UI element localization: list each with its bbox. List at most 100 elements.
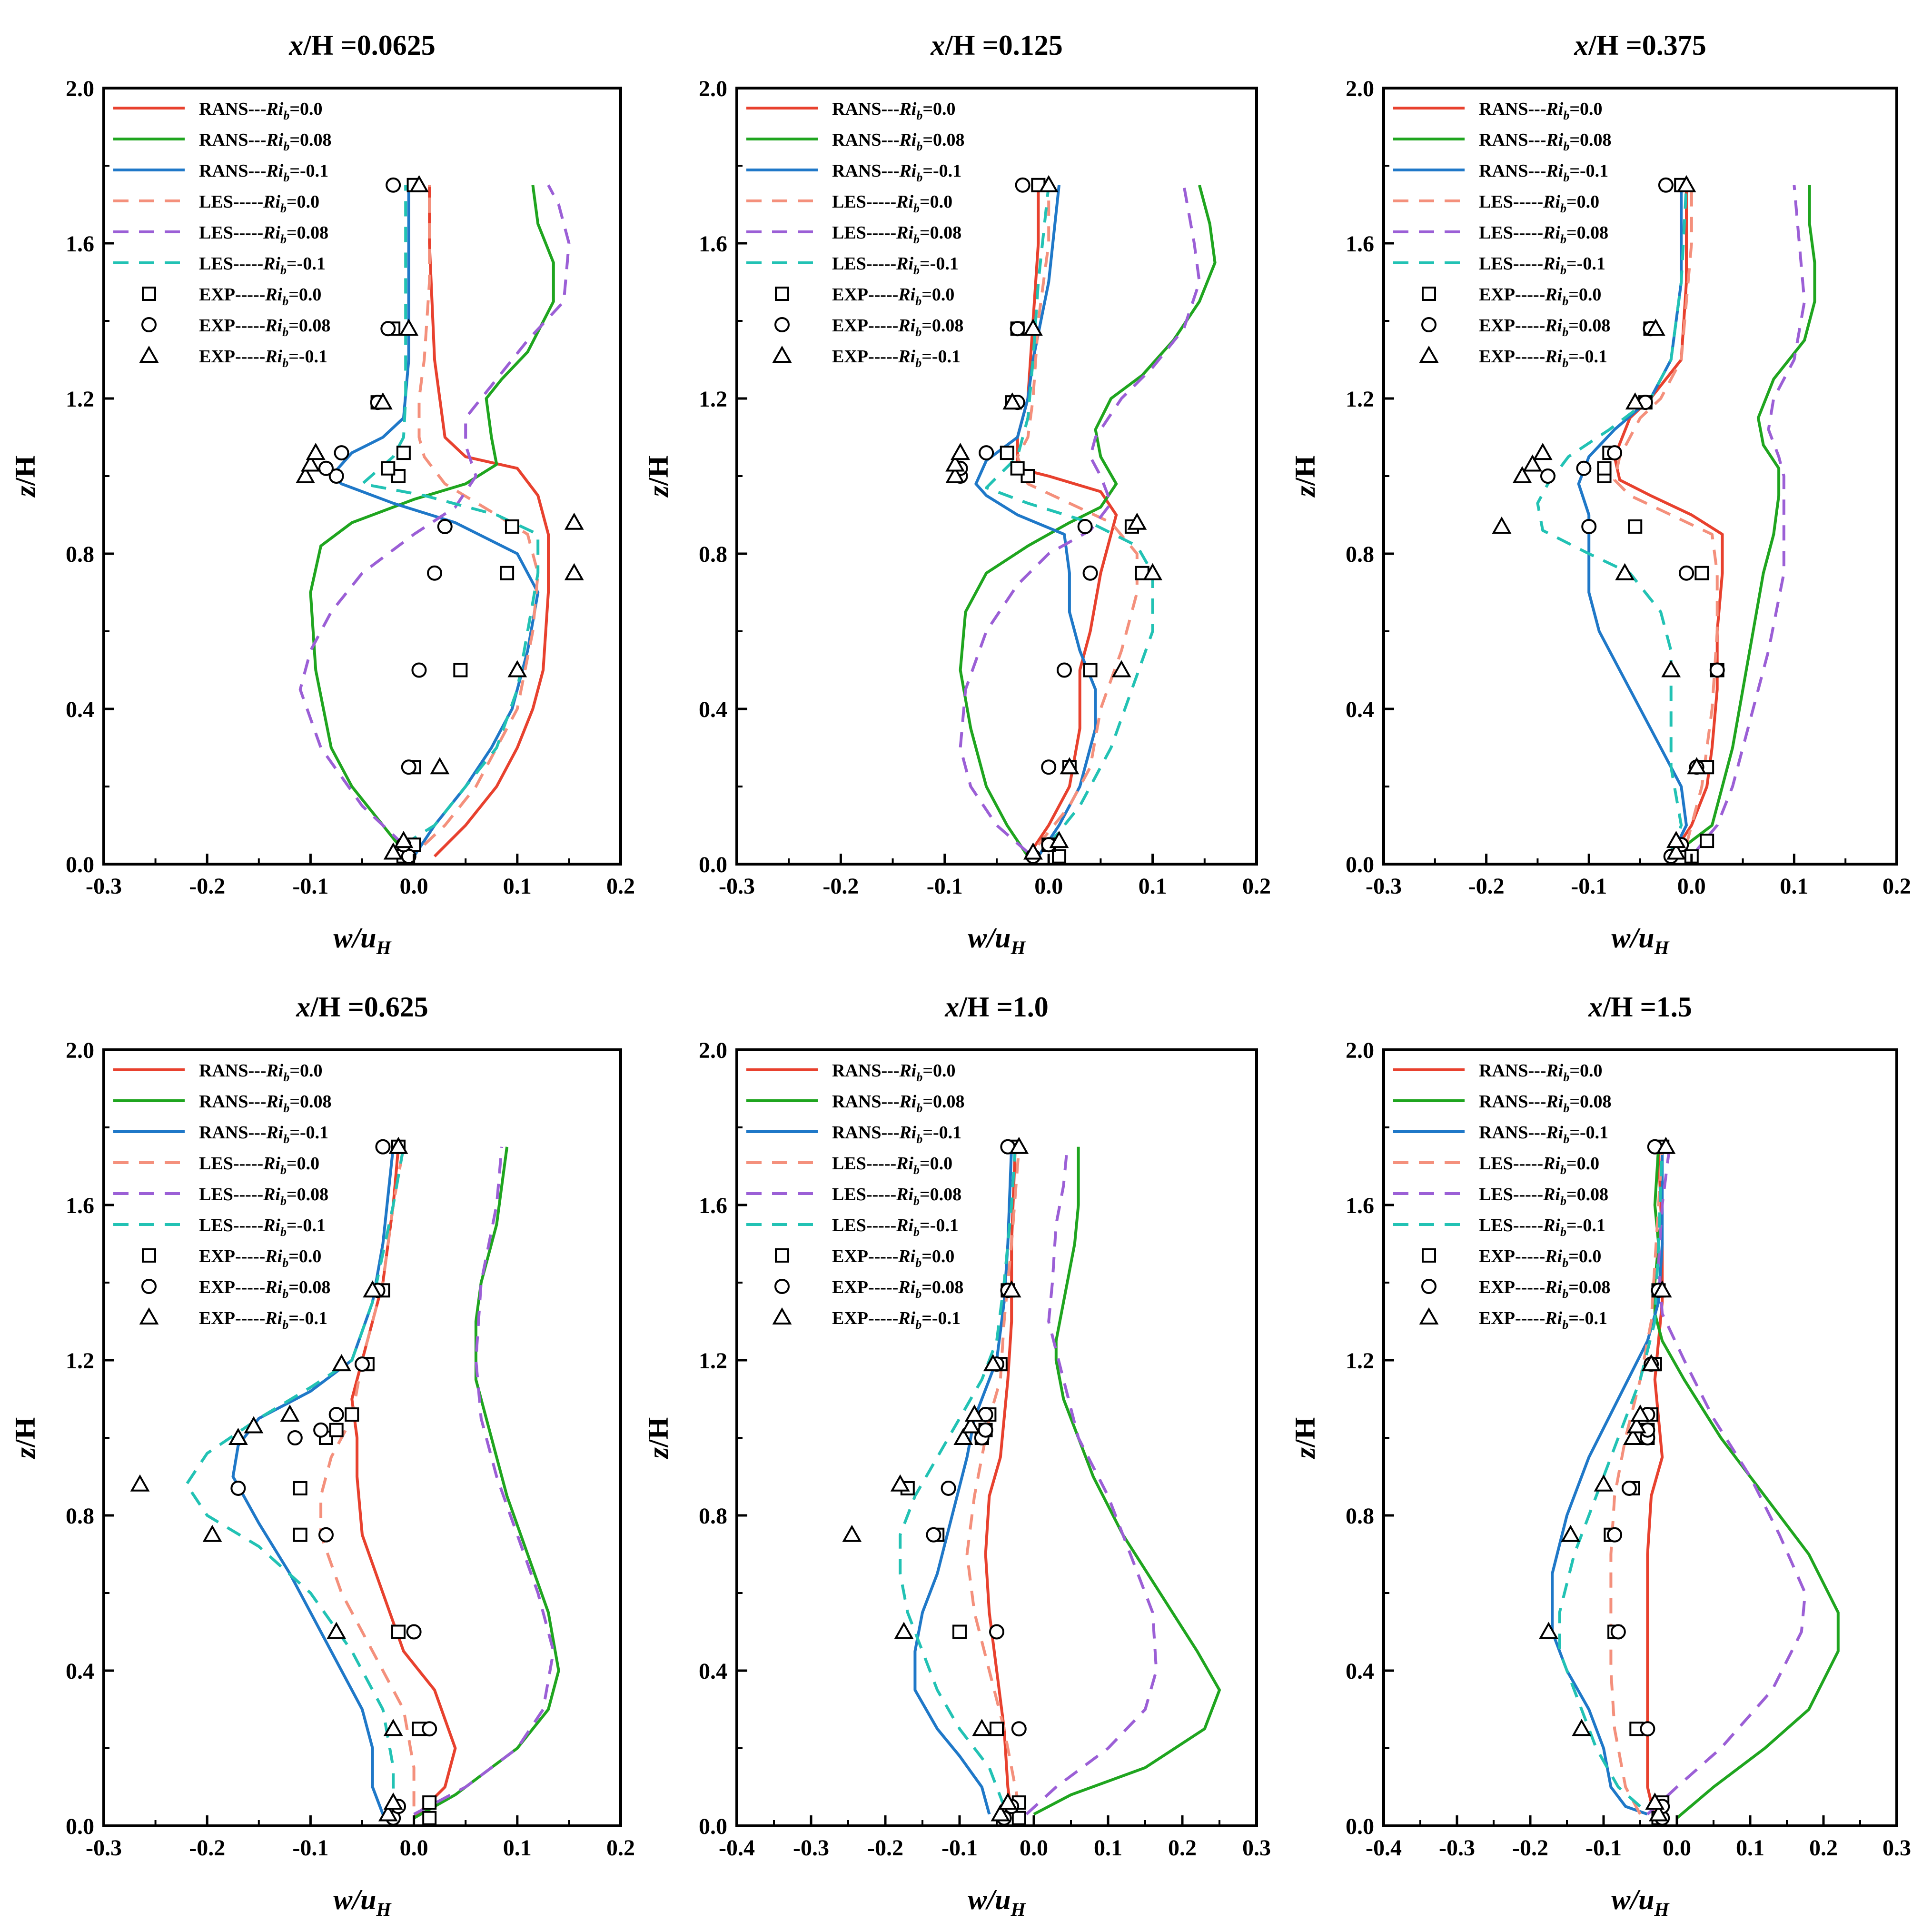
marker-circle (1679, 565, 1694, 581)
legend-label: RANS---Rib=-0.1 (199, 161, 328, 184)
marker-circle (1010, 321, 1025, 337)
marker-circle (380, 321, 396, 337)
legend-marker-circle (774, 317, 790, 332)
y-tick-label: 1.2 (699, 387, 727, 412)
x-tick-label: 0.1 (1139, 874, 1167, 899)
marker-circle (1610, 1624, 1626, 1640)
y-tick-label: 0.0 (1346, 852, 1374, 877)
marker-circle (328, 1407, 344, 1423)
marker-circle (411, 662, 427, 678)
marker-triangle (961, 1416, 981, 1434)
marker-triangle (1023, 319, 1043, 336)
x-tick-label: -0.1 (292, 874, 328, 899)
marker-circle (941, 1480, 956, 1496)
series-line-3 (974, 185, 1097, 857)
x-tick-label: -0.3 (1439, 1835, 1475, 1861)
x-tick-label: 0.3 (1242, 1835, 1271, 1861)
legend-marker-triangle (772, 1307, 792, 1324)
y-tick-label: 1.2 (66, 387, 94, 412)
x-axis-label: w/uH (1611, 922, 1670, 958)
legend-label: EXP-----Rib=0.08 (1479, 1277, 1610, 1301)
marker-circle (1056, 662, 1072, 678)
marker-square (500, 566, 515, 580)
marker-triangle (202, 1524, 222, 1542)
legend-label: RANS---Rib=0.08 (832, 1092, 965, 1115)
legend-label: EXP-----Rib=0.08 (1479, 316, 1610, 339)
y-tick-label: 0.8 (66, 542, 94, 567)
legend-label: LES-----Rib=0.0 (199, 1154, 319, 1177)
marker-triangle (1626, 1416, 1646, 1434)
marker-triangle (1127, 512, 1147, 530)
x-tick-label: 0.1 (503, 874, 532, 899)
marker-square (391, 1624, 406, 1639)
x-tick-label: -0.2 (822, 874, 859, 899)
marker-triangle (378, 1804, 398, 1822)
legend-label: LES-----Rib=-0.1 (199, 1215, 326, 1239)
marker-square (1628, 519, 1643, 534)
series-line-1 (428, 185, 550, 857)
marker-triangle (383, 842, 403, 860)
marker-circle (1640, 1721, 1655, 1737)
marker-triangle (1512, 466, 1532, 483)
x-tick-label: -0.2 (867, 1835, 903, 1861)
marker-triangle (1539, 1622, 1558, 1639)
legend-label: RANS---Rib=-0.1 (1479, 1123, 1608, 1146)
x-tick-label: -0.1 (1585, 1835, 1622, 1861)
marker-circle (989, 1624, 1004, 1640)
legend-label: RANS---Rib=-0.1 (199, 1123, 328, 1146)
x-tick-label: -0.4 (1366, 1835, 1402, 1861)
y-tick-label: 1.6 (66, 231, 94, 257)
legend-label: EXP-----Rib=0.08 (199, 316, 330, 339)
marker-circle (1607, 445, 1623, 461)
marker-circle (427, 565, 443, 581)
x-tick-label: -0.3 (719, 874, 755, 899)
legend: RANS---Rib=0.0 RANS---Rib=0.08 RANS---Rib=… (113, 99, 332, 370)
legend-label: EXP-----Rib=0.0 (832, 285, 954, 308)
x-tick-label: 0.2 (1168, 1835, 1197, 1861)
series-group (959, 185, 1217, 857)
legend: RANS---Rib=0.0 RANS---Rib=0.08 RANS---Rib=… (746, 99, 965, 370)
y-tick-label: 1.2 (1346, 387, 1374, 412)
marker-circle (1041, 759, 1057, 775)
chart-title: x/H =1.0 (944, 991, 1049, 1023)
x-tick-label: -0.2 (189, 1835, 225, 1861)
y-tick-label: 0.0 (699, 852, 727, 877)
marker-triangle (1623, 1427, 1643, 1445)
legend-label: RANS---Rib=0.0 (1479, 1061, 1603, 1084)
y-tick-label: 0.8 (699, 542, 727, 567)
marker-triangle (1676, 175, 1696, 192)
marker-triangle (130, 1474, 150, 1492)
markers-group (945, 175, 1163, 864)
legend-label: LES-----Rib=0.08 (199, 1185, 328, 1208)
marker-circle (375, 1139, 391, 1155)
marker-square (329, 1423, 344, 1437)
marker-triangle (1594, 1474, 1614, 1492)
y-tick-label: 0.8 (66, 1504, 94, 1529)
marker-circle (979, 445, 994, 461)
marker-circle (406, 1624, 422, 1640)
marker-triangle (945, 466, 965, 483)
y-tick-label: 0.4 (66, 697, 94, 722)
x-tick-label: 0.2 (1882, 874, 1911, 899)
markers-group (842, 1136, 1029, 1826)
x-tick-label: -0.1 (292, 1835, 328, 1861)
plot-frame (735, 1048, 1258, 1827)
x-tick-label: -0.2 (1512, 1835, 1548, 1861)
legend-label: EXP-----Rib=0.08 (832, 316, 963, 339)
x-tick-label: -0.4 (719, 1835, 755, 1861)
marker-square (1052, 849, 1067, 864)
legend-marker-circle (1421, 1279, 1437, 1294)
series-line-4 (319, 1146, 416, 1807)
chart-panel-6: x/H =1.5 -0.4 -0.3 -0.2 -0.1 0.0 0.1 0.2 0.3 0.0 0… (1289, 991, 1911, 1920)
marker-square (422, 1795, 437, 1810)
series-line-6 (899, 1146, 1017, 1807)
x-tick-label: -0.3 (86, 1835, 122, 1861)
legend-marker-triangle (772, 345, 792, 363)
legend-label: LES-----Rib=0.0 (1479, 1154, 1599, 1177)
legend-marker-square (775, 1248, 789, 1263)
y-axis-label: z/H (1289, 456, 1321, 498)
x-axis-label: w/uH (333, 1884, 392, 1920)
x-tick-label: 0.1 (1780, 874, 1808, 899)
marker-circle (287, 1430, 303, 1445)
x-tick-label: -0.3 (86, 874, 122, 899)
